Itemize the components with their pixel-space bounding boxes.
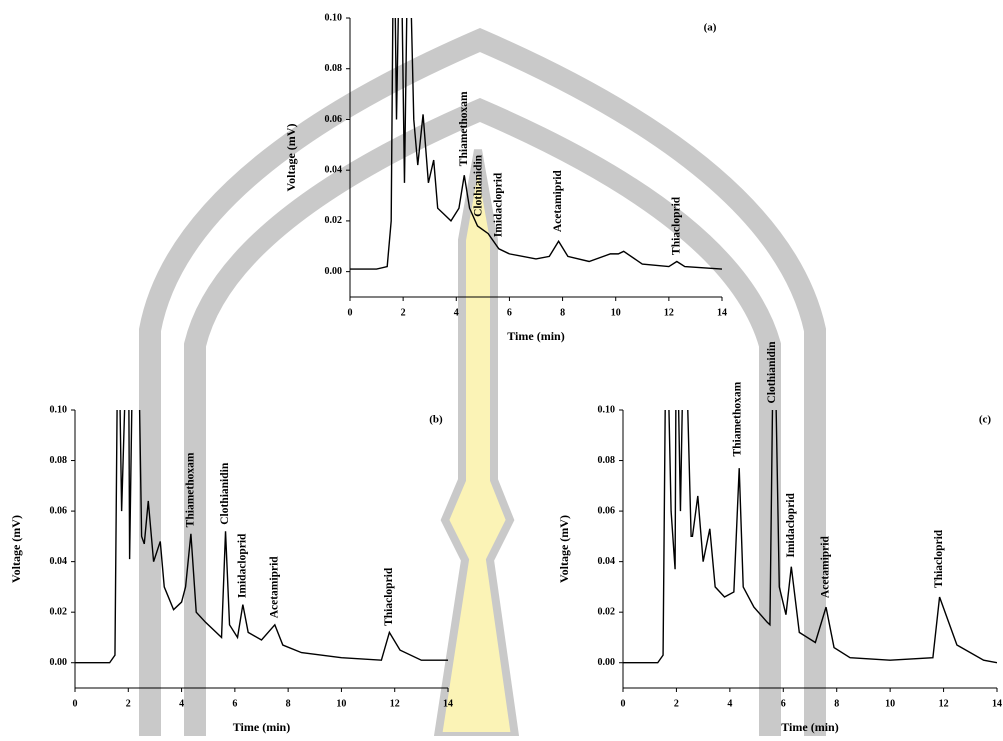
x-tick-label: 4 <box>179 698 184 709</box>
x-tick-label: 12 <box>390 698 400 709</box>
peak-label: Imidacloprid <box>492 172 504 237</box>
x-tick-label: 10 <box>885 698 895 709</box>
x-tick-label: 8 <box>560 307 565 318</box>
y-tick-label: 0.00 <box>598 657 616 668</box>
peak-label: Thiamethoxam <box>732 381 744 456</box>
x-tick-label: 10 <box>336 698 346 709</box>
y-axis-label: Voltage (mV) <box>557 515 571 583</box>
chart-title: (c) <box>979 414 992 426</box>
y-tick-label: 0.00 <box>325 266 343 277</box>
trace <box>75 410 448 664</box>
x-tick-label: 6 <box>781 698 786 709</box>
y-tick-label: 0.04 <box>598 556 616 567</box>
y-tick-label: 0.06 <box>325 114 343 125</box>
x-tick-label: 2 <box>674 698 679 709</box>
peak-label: Thiamethoxam <box>458 91 470 166</box>
peak-label: Imidacloprid <box>785 492 797 557</box>
y-axis-label: Voltage (mV) <box>9 515 23 583</box>
peak-label: Acetamiprid <box>820 536 832 599</box>
x-tick-label: 4 <box>727 698 732 709</box>
peak-label: Clothianidin <box>473 154 485 217</box>
y-tick-label: 0.02 <box>50 606 68 617</box>
x-tick-label: 2 <box>401 307 406 318</box>
x-tick-label: 0 <box>73 698 78 709</box>
y-tick-label: 0.10 <box>325 12 343 23</box>
x-tick-label: 14 <box>717 307 727 318</box>
y-tick-label: 0.06 <box>50 505 68 516</box>
y-tick-label: 0.02 <box>598 606 616 617</box>
peak-label: Thiacloprid <box>670 196 682 255</box>
y-tick-label: 0.00 <box>50 657 68 668</box>
x-tick-label: 8 <box>286 698 291 709</box>
x-axis-label: Time (min) <box>781 720 838 734</box>
peak-label: Thiacloprid <box>383 567 395 626</box>
y-axis-label: Voltage (mV) <box>284 124 298 192</box>
x-tick-label: 8 <box>834 698 839 709</box>
y-tick-label: 0.04 <box>50 556 68 567</box>
x-axis-label: Time (min) <box>233 720 290 734</box>
y-tick-label: 0.06 <box>598 505 616 516</box>
chart: 0.00 0.02 0.04 0.06 0.08 0.10 0 2 4 6 8 10 12 14 Time … <box>557 341 1002 734</box>
y-tick-label: 0.10 <box>50 404 68 415</box>
y-tick-label: 0.10 <box>598 404 616 415</box>
trace <box>350 18 722 270</box>
peak-label: Clothianidin <box>219 462 231 525</box>
x-tick-label: 10 <box>611 307 621 318</box>
y-tick-label: 0.08 <box>598 455 616 466</box>
x-axis-label: Time (min) <box>507 329 564 343</box>
peak-label: Clothianidin <box>766 341 778 404</box>
y-tick-label: 0.08 <box>50 455 68 466</box>
peak-label: Thiacloprid <box>933 529 945 588</box>
x-tick-label: 12 <box>664 307 674 318</box>
chart-title: (b) <box>429 414 443 426</box>
watermark <box>139 28 826 736</box>
x-tick-label: 12 <box>939 698 949 709</box>
x-tick-label: 2 <box>126 698 131 709</box>
peak-label: Imidacloprid <box>236 533 248 598</box>
watermark-tower <box>433 149 520 740</box>
peak-label: Acetamiprid <box>268 556 280 619</box>
y-tick-label: 0.04 <box>325 164 343 175</box>
x-tick-label: 14 <box>443 698 453 709</box>
x-tick-label: 14 <box>992 698 1002 709</box>
x-tick-label: 4 <box>454 307 459 318</box>
chart: 0.00 0.02 0.04 0.06 0.08 0.10 0 2 4 6 8 10 12 14 Time … <box>284 12 727 343</box>
x-tick-label: 6 <box>232 698 237 709</box>
x-tick-label: 0 <box>621 698 626 709</box>
y-tick-label: 0.02 <box>325 215 343 226</box>
x-tick-label: 6 <box>507 307 512 318</box>
chart-title: (a) <box>704 22 717 34</box>
chart: 0.00 0.02 0.04 0.06 0.08 0.10 0 2 4 6 8 10 12 14 Time … <box>9 404 453 734</box>
y-tick-label: 0.08 <box>325 63 343 74</box>
peak-label: Acetamiprid <box>552 170 564 233</box>
x-tick-label: 0 <box>348 307 353 318</box>
peak-label: Thiamethoxam <box>185 452 197 527</box>
trace <box>623 410 997 664</box>
